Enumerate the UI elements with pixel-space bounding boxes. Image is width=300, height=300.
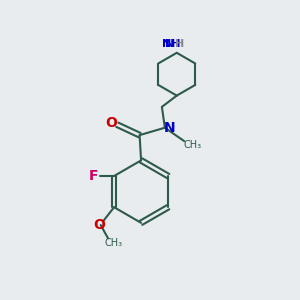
Text: CH₃: CH₃ xyxy=(183,140,202,150)
Text: O: O xyxy=(105,116,117,130)
Text: NH: NH xyxy=(162,40,181,50)
Text: F: F xyxy=(88,169,98,183)
Text: N: N xyxy=(164,121,175,135)
Text: H: H xyxy=(175,40,184,50)
Text: N: N xyxy=(165,40,174,50)
Text: O: O xyxy=(93,218,105,232)
Text: CH₃: CH₃ xyxy=(105,238,123,248)
